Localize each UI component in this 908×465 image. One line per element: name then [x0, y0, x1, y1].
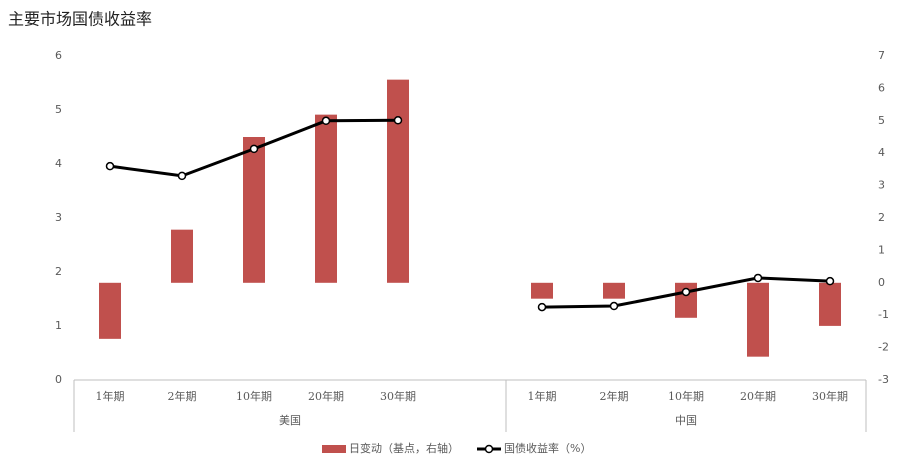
y-tick-label: 5 — [55, 103, 62, 116]
y2-tick-label: -1 — [878, 308, 889, 321]
x-tick-label: 1年期 — [96, 389, 125, 403]
x-tick-label: 20年期 — [740, 389, 776, 403]
bar — [99, 282, 121, 339]
y-tick-label: 1 — [55, 319, 62, 332]
bar — [819, 282, 841, 326]
y-tick-label: 0 — [55, 373, 62, 386]
bar — [747, 282, 769, 357]
y-tick-label: 6 — [55, 49, 62, 62]
group-label: 中国 — [675, 414, 697, 427]
line-marker — [249, 144, 259, 154]
group-label: 美国 — [279, 414, 301, 427]
x-tick-label: 1年期 — [528, 389, 557, 403]
y-tick-label: 4 — [55, 157, 62, 170]
y2-tick-label: 0 — [878, 276, 885, 289]
y2-tick-label: -3 — [878, 373, 889, 386]
y2-tick-label: -2 — [878, 341, 889, 354]
bar — [603, 282, 625, 299]
line-marker — [321, 116, 331, 126]
bar — [387, 79, 409, 283]
legend-swatch — [484, 444, 494, 454]
legend-swatch — [322, 445, 346, 453]
x-tick-label: 10年期 — [236, 389, 272, 403]
y2-tick-label: 4 — [878, 146, 885, 159]
line-marker — [825, 276, 835, 286]
x-tick-label: 2年期 — [600, 389, 629, 403]
line-marker — [105, 161, 115, 171]
x-tick-label: 30年期 — [380, 389, 416, 403]
line-marker — [393, 116, 403, 125]
line-marker — [753, 273, 763, 283]
y-tick-label: 3 — [55, 211, 62, 224]
y-tick-label: 2 — [55, 265, 62, 278]
y2-tick-label: 6 — [878, 81, 885, 94]
bar — [315, 114, 337, 283]
legend-label: 国债收益率（%） — [504, 441, 591, 455]
y2-tick-label: 5 — [878, 114, 885, 127]
y2-tick-label: 3 — [878, 179, 885, 192]
bar — [531, 282, 553, 299]
bar — [243, 137, 265, 283]
line-marker — [537, 302, 547, 312]
x-tick-label: 20年期 — [308, 389, 344, 403]
legend-label: 日变动（基点，右轴） — [349, 441, 459, 455]
chart-title: 主要市场国债收益率 — [8, 10, 152, 29]
x-tick-label: 10年期 — [668, 389, 704, 403]
y2-tick-label: 7 — [878, 49, 885, 62]
x-tick-label: 2年期 — [168, 389, 197, 403]
x-tick-label: 30年期 — [812, 389, 848, 403]
y2-tick-label: 1 — [878, 243, 885, 256]
line-marker — [609, 301, 619, 311]
bar — [171, 229, 193, 283]
y2-tick-label: 2 — [878, 211, 885, 224]
line-marker — [177, 171, 187, 181]
line-marker — [681, 287, 691, 297]
